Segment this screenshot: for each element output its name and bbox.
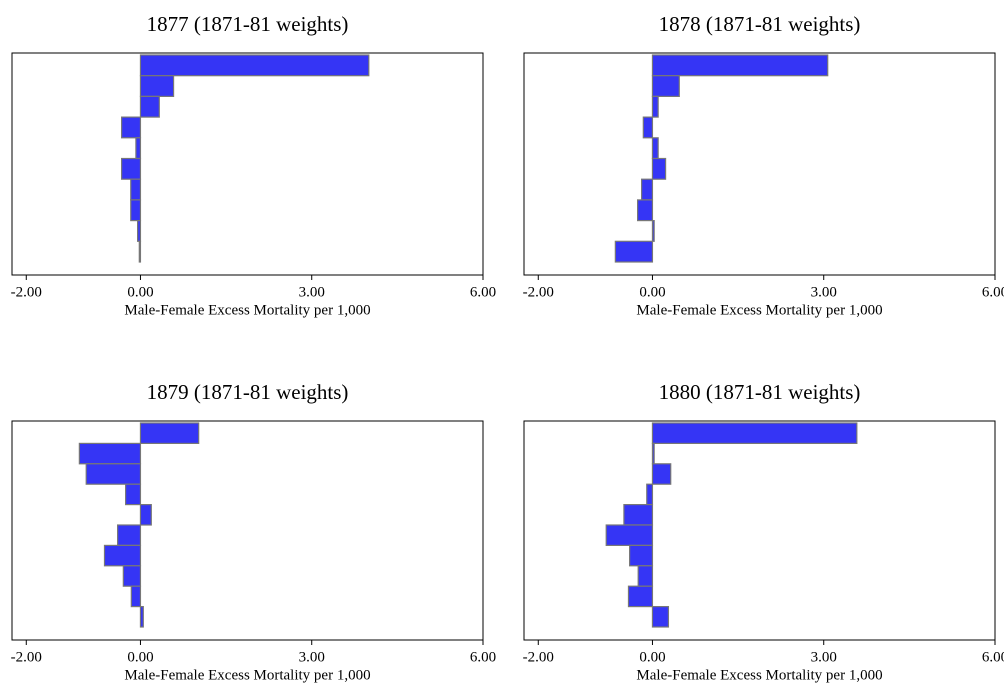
plot-frame (11, 52, 484, 276)
x-tick-label: -2.00 (523, 284, 554, 300)
plot-frame (523, 420, 996, 641)
bar (139, 54, 370, 77)
x-tick-label: 0.00 (127, 284, 153, 300)
bar (139, 422, 200, 444)
bar (651, 422, 858, 444)
bar (139, 605, 144, 628)
x-tick-label: 6.00 (982, 284, 1004, 300)
bar (130, 199, 142, 222)
bar (651, 95, 659, 118)
x-tick-label: 3.00 (811, 284, 837, 300)
bar (651, 157, 667, 180)
x-tick-label: 6.00 (470, 649, 496, 665)
bar (125, 483, 142, 506)
x-tick-label: 0.00 (127, 649, 153, 665)
x-tick-label: 0.00 (639, 284, 665, 300)
bar (623, 504, 654, 526)
bar (614, 240, 654, 263)
bar (139, 75, 175, 97)
chart-title: 1877 (1871-81 weights) (147, 12, 349, 36)
bar (651, 75, 680, 97)
bar (138, 240, 142, 263)
bar (637, 199, 654, 222)
plot-frame (11, 420, 484, 641)
chart-title: 1878 (1871-81 weights) (659, 12, 861, 36)
bar (122, 565, 142, 587)
x-tick-label: 6.00 (470, 284, 496, 300)
bar (135, 137, 142, 160)
bar (642, 116, 654, 139)
x-axis-label: Male-Female Excess Mortality per 1,000 (124, 302, 370, 318)
bar (130, 585, 142, 608)
bar (130, 178, 142, 201)
bar (103, 544, 142, 567)
bar (651, 605, 670, 628)
bar (139, 504, 152, 526)
x-axis-label: Male-Female Excess Mortality per 1,000 (124, 667, 370, 683)
bar (651, 54, 829, 77)
x-tick-label: 3.00 (299, 284, 325, 300)
bar (651, 463, 672, 485)
bar (637, 565, 654, 587)
bar (651, 220, 655, 242)
bar (629, 544, 654, 567)
bar (641, 178, 654, 201)
bar (78, 442, 142, 465)
bar (121, 157, 142, 180)
bar (651, 442, 655, 465)
bar (651, 137, 659, 160)
bar (85, 463, 142, 485)
bar (627, 585, 654, 608)
x-tick-label: -2.00 (523, 649, 554, 665)
x-tick-label: 0.00 (639, 649, 665, 665)
x-tick-label: 6.00 (982, 649, 1004, 665)
bar (121, 116, 142, 139)
x-tick-label: 3.00 (299, 649, 325, 665)
chart-title: 1879 (1871-81 weights) (147, 380, 349, 404)
x-axis-label: Male-Female Excess Mortality per 1,000 (636, 667, 882, 683)
plot-frame (523, 52, 996, 276)
bar (646, 483, 654, 506)
bar (139, 95, 160, 118)
x-axis-label: Male-Female Excess Mortality per 1,000 (636, 302, 882, 318)
x-tick-label: -2.00 (11, 284, 42, 300)
x-tick-label: 3.00 (811, 649, 837, 665)
x-tick-label: -2.00 (11, 649, 42, 665)
bar (137, 220, 142, 242)
bar (117, 524, 142, 546)
chart-title: 1880 (1871-81 weights) (659, 380, 861, 404)
bar (605, 524, 654, 546)
